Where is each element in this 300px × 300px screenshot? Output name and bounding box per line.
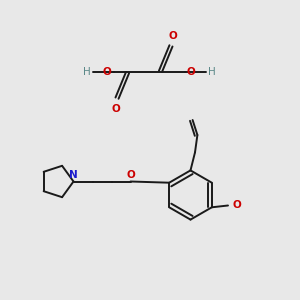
Text: H: H: [208, 67, 216, 77]
Text: O: O: [232, 200, 241, 211]
Text: O: O: [168, 31, 177, 41]
Text: O: O: [187, 67, 196, 77]
Text: O: O: [103, 67, 112, 77]
Text: H: H: [83, 67, 91, 77]
Text: O: O: [126, 170, 135, 180]
Text: N: N: [69, 170, 78, 180]
Text: O: O: [111, 103, 120, 113]
